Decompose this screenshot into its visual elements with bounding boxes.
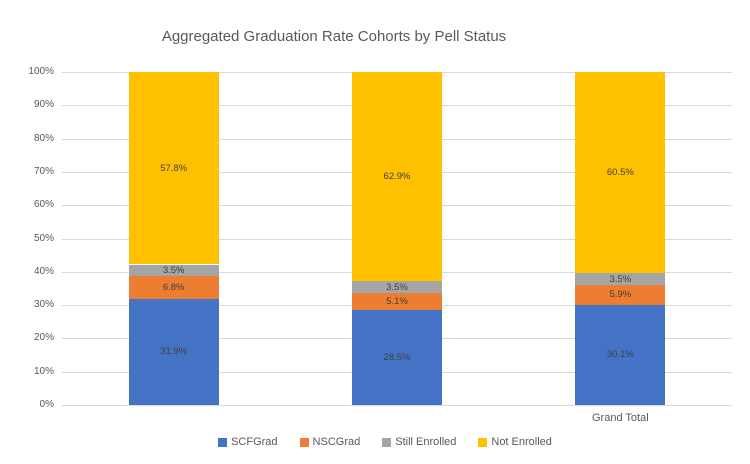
legend-label: Not Enrolled bbox=[491, 436, 552, 448]
bar-segment-still-enrolled[interactable]: 3.5% bbox=[352, 281, 442, 294]
legend-label: Still Enrolled bbox=[395, 436, 457, 448]
data-label: 31.9% bbox=[160, 346, 188, 358]
legend-label: SCFGrad bbox=[231, 436, 278, 448]
bar-segment-not-enrolled[interactable]: 57.8% bbox=[128, 72, 219, 265]
data-label: 5.1% bbox=[386, 296, 408, 308]
y-axis-tick-label: 100% bbox=[28, 66, 54, 77]
legend-item-scfgrad[interactable]: SCFGrad bbox=[218, 436, 278, 448]
plot-area: 31.9% 6.8% 3.5% 57.8% 28.5% 5.1% 3.5% 62.9% 30.1… bbox=[62, 72, 732, 424]
y-axis-tick-label: 70% bbox=[33, 165, 54, 177]
bar-segment-nscgrad[interactable]: 6.8% bbox=[128, 276, 219, 299]
data-label: 28.5% bbox=[383, 352, 411, 364]
data-label: 6.8% bbox=[162, 281, 185, 293]
bar-segment-still-enrolled[interactable]: 3.5% bbox=[128, 264, 219, 277]
y-axis-tick-label: 50% bbox=[33, 232, 54, 244]
data-label: 3.5% bbox=[609, 273, 632, 285]
bar-segment-still-enrolled[interactable]: 3.5% bbox=[575, 273, 666, 286]
data-label: 30.1% bbox=[606, 349, 634, 361]
y-axis-tick-label: 60% bbox=[33, 199, 54, 211]
bar-segment-not-enrolled[interactable]: 60.5% bbox=[575, 72, 666, 274]
data-label: 60.5% bbox=[606, 167, 634, 179]
y-axis-tick-label: 20% bbox=[33, 332, 54, 344]
bar-segment-not-enrolled[interactable]: 62.9% bbox=[352, 72, 442, 282]
bar-segment-nscgrad[interactable]: 5.1% bbox=[352, 293, 442, 311]
bar-segment-scfgrad[interactable]: 31.9% bbox=[128, 298, 219, 405]
legend-label: NSCGrad bbox=[312, 436, 361, 448]
y-axis-tick-label: 30% bbox=[33, 299, 54, 311]
legend-swatch-icon bbox=[478, 437, 488, 447]
legend: SCFGrad NSCGrad Still Enrolled Not Enrolled bbox=[10, 436, 750, 448]
y-axis-tick-label: 0% bbox=[39, 399, 54, 410]
data-label: 5.9% bbox=[609, 289, 632, 301]
legend-swatch-icon bbox=[382, 437, 392, 447]
data-label: 3.5% bbox=[162, 264, 185, 276]
legend-item-not-enrolled[interactable]: Not Enrolled bbox=[478, 436, 552, 448]
legend-item-still-enrolled[interactable]: Still Enrolled bbox=[382, 436, 456, 448]
bar-segment-scfgrad[interactable]: 30.1% bbox=[575, 304, 666, 405]
y-axis-tick-label: 80% bbox=[33, 132, 54, 144]
bar-segment-nscgrad[interactable]: 5.9% bbox=[575, 285, 666, 305]
legend-swatch-icon bbox=[218, 437, 228, 447]
data-label: 57.8% bbox=[160, 162, 188, 174]
y-axis-tick-label: 90% bbox=[33, 99, 54, 111]
gridline bbox=[62, 405, 732, 406]
data-label: 62.9% bbox=[383, 171, 411, 183]
bar-segment-scfgrad[interactable]: 28.5% bbox=[352, 310, 442, 405]
legend-swatch-icon bbox=[299, 437, 309, 447]
chart-title: Aggregated Graduation Rate Cohorts by Pe… bbox=[161, 28, 507, 45]
data-label: 3.5% bbox=[386, 281, 408, 293]
x-axis-category-label: Grand Total bbox=[591, 412, 649, 424]
y-axis-tick-label: 40% bbox=[33, 265, 54, 277]
legend-item-nscgrad[interactable]: NSCGrad bbox=[299, 436, 361, 448]
y-axis-tick-label: 10% bbox=[33, 365, 54, 377]
